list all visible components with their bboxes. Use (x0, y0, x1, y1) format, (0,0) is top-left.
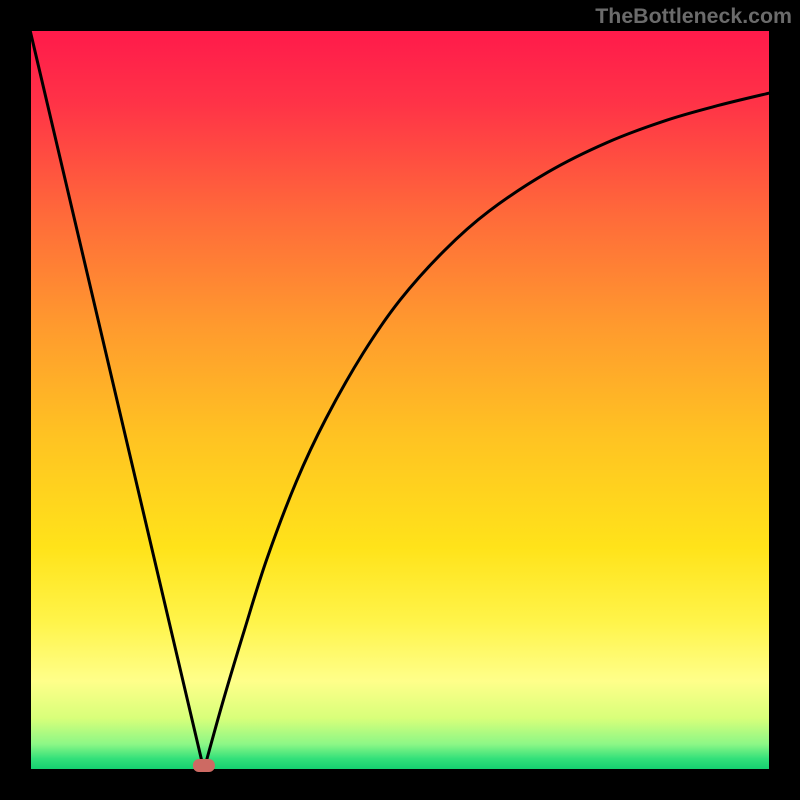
chart-background (30, 30, 770, 770)
watermark-text: TheBottleneck.com (595, 4, 792, 29)
optimal-point-marker (193, 759, 215, 772)
chart-container: TheBottleneck.com (0, 0, 800, 800)
bottleneck-chart (0, 0, 800, 800)
